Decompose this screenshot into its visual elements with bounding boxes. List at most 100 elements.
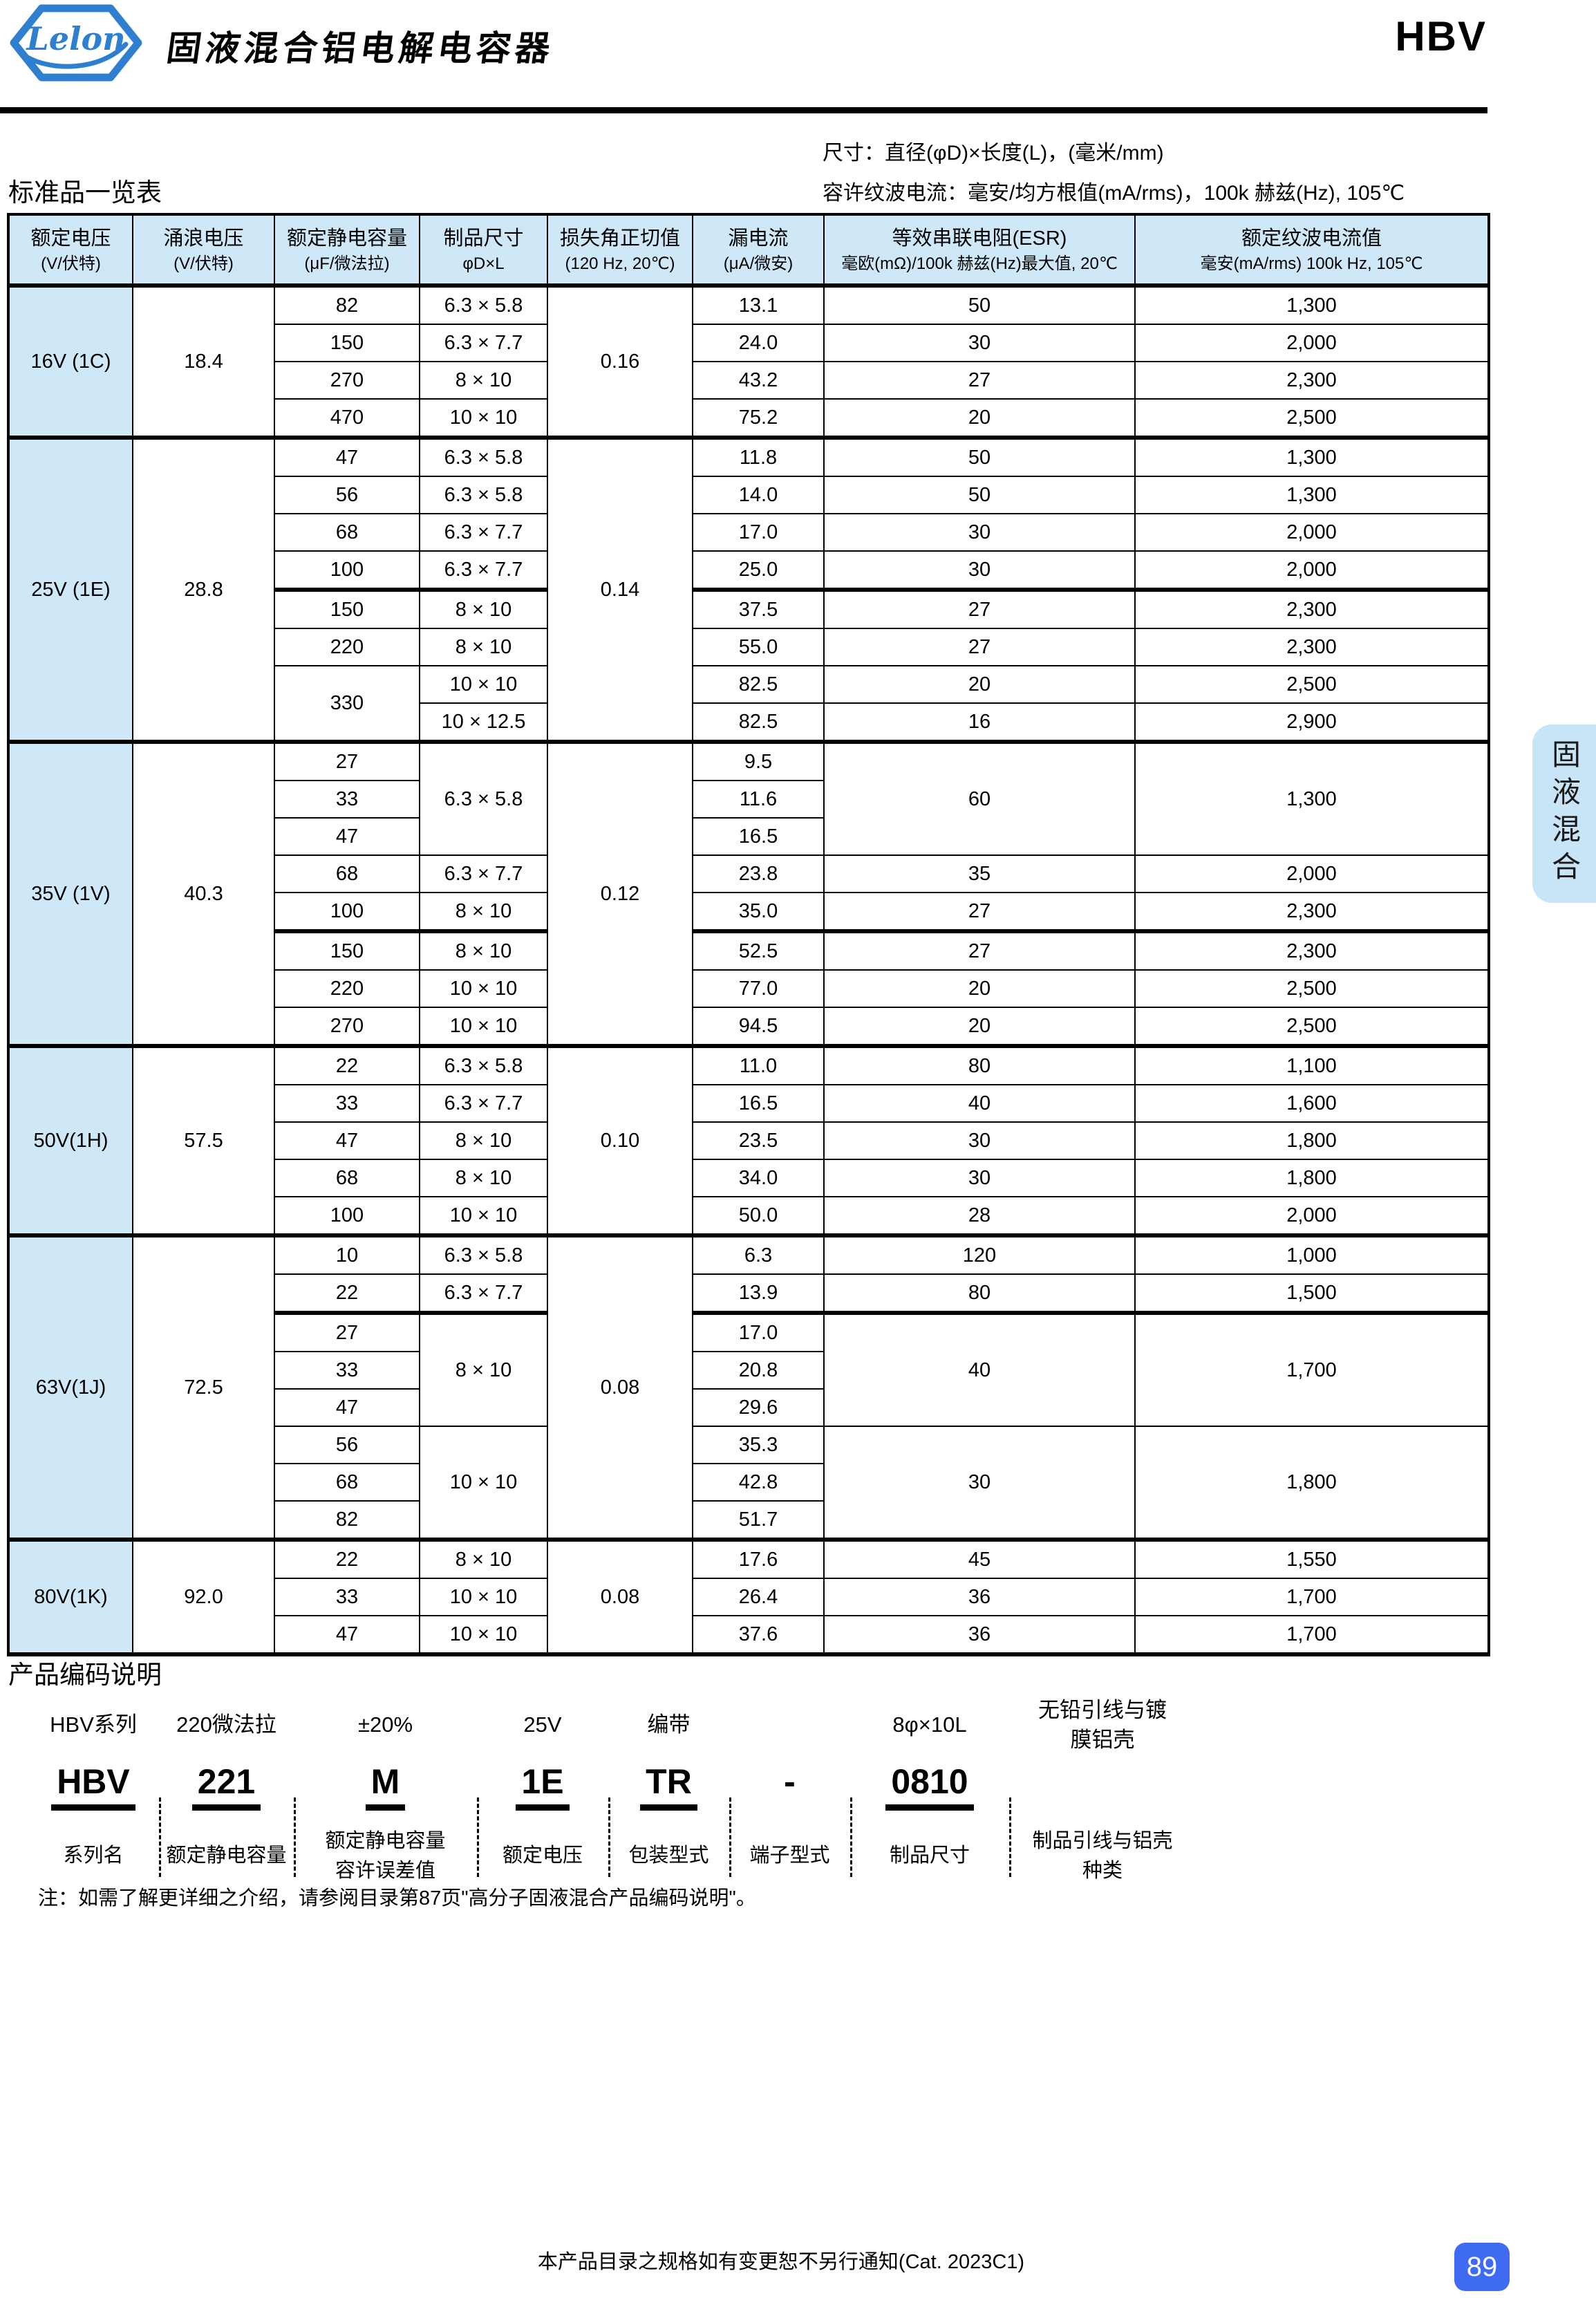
cell-size: 6.3 × 7.7: [419, 324, 548, 362]
code-bottom-label: 系列名: [63, 1844, 124, 1867]
cell-leakage: 25.0: [692, 550, 825, 592]
cell-size: 8 × 10: [419, 628, 548, 666]
table-row: 56 10 × 10 35.3 30 1,800: [8, 1426, 1490, 1542]
cell-size: 8 × 10: [419, 361, 548, 400]
dashed-separator: [294, 1797, 296, 1877]
cell-ripple: 1,000: [1134, 1235, 1490, 1275]
cell-capacitance: 82: [274, 1500, 420, 1542]
cell-size: 6.3 × 7.7: [419, 513, 548, 552]
cell-size: 6.3 × 5.8: [419, 1235, 548, 1275]
cell-capacitance: 33: [274, 1351, 420, 1390]
cell-leakage: 37.6: [692, 1615, 825, 1656]
table-row: 68 6.3 × 7.7 23.8 35 2,000: [8, 854, 1490, 893]
cell-esr: 80: [823, 1045, 1136, 1085]
cell-capacitance: 220: [274, 628, 420, 666]
table-row: 63V(1J) 72.5 10 6.3 × 5.8 0.08 6.3 120 1,000: [8, 1235, 1490, 1542]
code-value: -: [784, 1762, 796, 1801]
cell-esr: 50: [823, 437, 1136, 477]
dashed-separator: [729, 1797, 731, 1877]
cell-leakage: 16.5: [692, 817, 825, 856]
cell-leakage: 23.5: [692, 1121, 825, 1160]
page-number: 89: [1466, 2251, 1498, 2282]
cell-size: 6.3 × 5.8: [419, 437, 548, 477]
code-value: 221: [159, 1762, 294, 1811]
cell-leakage: 26.4: [692, 1578, 825, 1616]
code-column-3: 25V 1E 额定电压: [477, 1687, 608, 1894]
cell-ripple: 1,300: [1134, 285, 1490, 325]
col-header-tan-delta: 损失角正切值 (120 Hz, 20℃): [547, 214, 693, 288]
col-header-size: 制品尺寸 φD×L: [419, 214, 548, 288]
cell-ripple: 2,500: [1134, 969, 1490, 1008]
dashed-separator: [850, 1797, 852, 1877]
table-row: 68 42.8: [8, 1463, 1489, 1502]
cell-surge: 28.8: [132, 437, 275, 744]
cell-tan-delta: 0.12: [547, 741, 693, 1048]
cell-esr: 30: [823, 1159, 1136, 1197]
cell-capacitance: 100: [274, 550, 420, 592]
cell-size: 10 × 10: [419, 1196, 548, 1237]
cell-leakage: 43.2: [692, 361, 825, 400]
cell-capacitance: 68: [274, 1159, 420, 1197]
table-row: 22 6.3 × 7.7 13.9 80 1,500: [8, 1273, 1490, 1315]
cell-ripple: 1,800: [1134, 1426, 1490, 1542]
cell-leakage: 16.5: [692, 1084, 825, 1123]
cell-size: 6.3 × 7.7: [419, 1273, 548, 1315]
cell-ripple: 2,500: [1134, 1007, 1490, 1048]
code-bottom-label: 包装型式: [628, 1844, 709, 1867]
cell-esr: 35: [823, 854, 1136, 893]
cell-leakage: 51.7: [692, 1500, 825, 1542]
table-row: 100 10 × 10 50.0 28 2,000: [8, 1196, 1490, 1237]
table-row: 100 6.3 × 7.7 25.0 30 2,000: [8, 550, 1490, 592]
col-header-voltage: 额定电压 (V/伏特): [8, 214, 133, 288]
cell-size: 8 × 10: [419, 1159, 548, 1197]
cell-leakage: 34.0: [692, 1159, 825, 1197]
cell-esr: 20: [823, 969, 1136, 1008]
code-top-label: HBV系列: [50, 1712, 137, 1737]
table-row: 220 8 × 10 55.0 27 2,300: [8, 628, 1490, 666]
cell-ripple: 1,800: [1134, 1121, 1490, 1160]
cell-voltage: 80V(1K): [8, 1539, 133, 1656]
cell-ripple: 1,700: [1134, 1312, 1490, 1427]
coding-diagram: HBV系列 HBV 系列名 220微法拉 221 额定静电容量 ±20% M 额定静电容量 容许…: [0, 1687, 1596, 1894]
cell-size: 10 × 10: [419, 1578, 548, 1616]
cell-ripple: 1,300: [1134, 476, 1490, 514]
cell-capacitance: 47: [274, 817, 420, 856]
cell-leakage: 35.0: [692, 892, 825, 933]
cell-capacitance: 47: [274, 1121, 420, 1160]
cell-ripple: 1,600: [1134, 1084, 1490, 1123]
cell-leakage: 11.8: [692, 437, 825, 477]
table-row: 68 8 × 10 34.0 30 1,800: [8, 1159, 1490, 1197]
cell-capacitance: 68: [274, 513, 420, 552]
cell-ripple: 2,000: [1134, 513, 1490, 552]
table-header-row: 额定电压 (V/伏特) 涌浪电压 (V/伏特) 额定静电容量 (μF/微法拉) 制品尺…: [8, 214, 1490, 288]
code-top-label: [729, 1687, 850, 1763]
table-row: 150 8 × 10 52.5 27 2,300: [8, 931, 1490, 971]
table-label: 标准品一览表: [8, 178, 162, 207]
cell-voltage: 25V (1E): [8, 437, 133, 744]
cell-ripple: 1,300: [1134, 741, 1490, 856]
cell-size: 10 × 12.5: [419, 702, 548, 744]
cell-esr: 45: [823, 1539, 1136, 1579]
cell-capacitance: 270: [274, 1007, 420, 1048]
cell-capacitance: 270: [274, 361, 420, 400]
cell-capacitance: 10: [274, 1235, 420, 1275]
cell-leakage: 77.0: [692, 969, 825, 1008]
cell-leakage: 17.0: [692, 1312, 825, 1352]
cell-capacitance: 22: [274, 1539, 420, 1579]
cell-size: 6.3 × 7.7: [419, 1084, 548, 1123]
table-row: 35V (1V) 40.3 27 6.3 × 5.8 0.12 9.5 60 1,300: [8, 741, 1490, 1048]
code-bottom-label: 制品尺寸: [889, 1844, 970, 1867]
cell-capacitance: 68: [274, 854, 420, 893]
cell-capacitance: 33: [274, 780, 420, 819]
cell-leakage: 55.0: [692, 628, 825, 666]
cell-esr: 40: [823, 1312, 1136, 1427]
code-value: M: [294, 1762, 477, 1811]
col-header-ripple: 额定纹波电流值 毫安(mA/rms) 100k Hz, 105℃: [1134, 214, 1490, 288]
cell-ripple: 1,300: [1134, 437, 1490, 477]
cell-tan-delta: 0.08: [547, 1235, 693, 1542]
code-value: HBV: [28, 1762, 159, 1811]
dashed-separator: [477, 1797, 479, 1877]
cell-esr: 40: [823, 1084, 1136, 1123]
cell-leakage: 82.5: [692, 702, 825, 744]
